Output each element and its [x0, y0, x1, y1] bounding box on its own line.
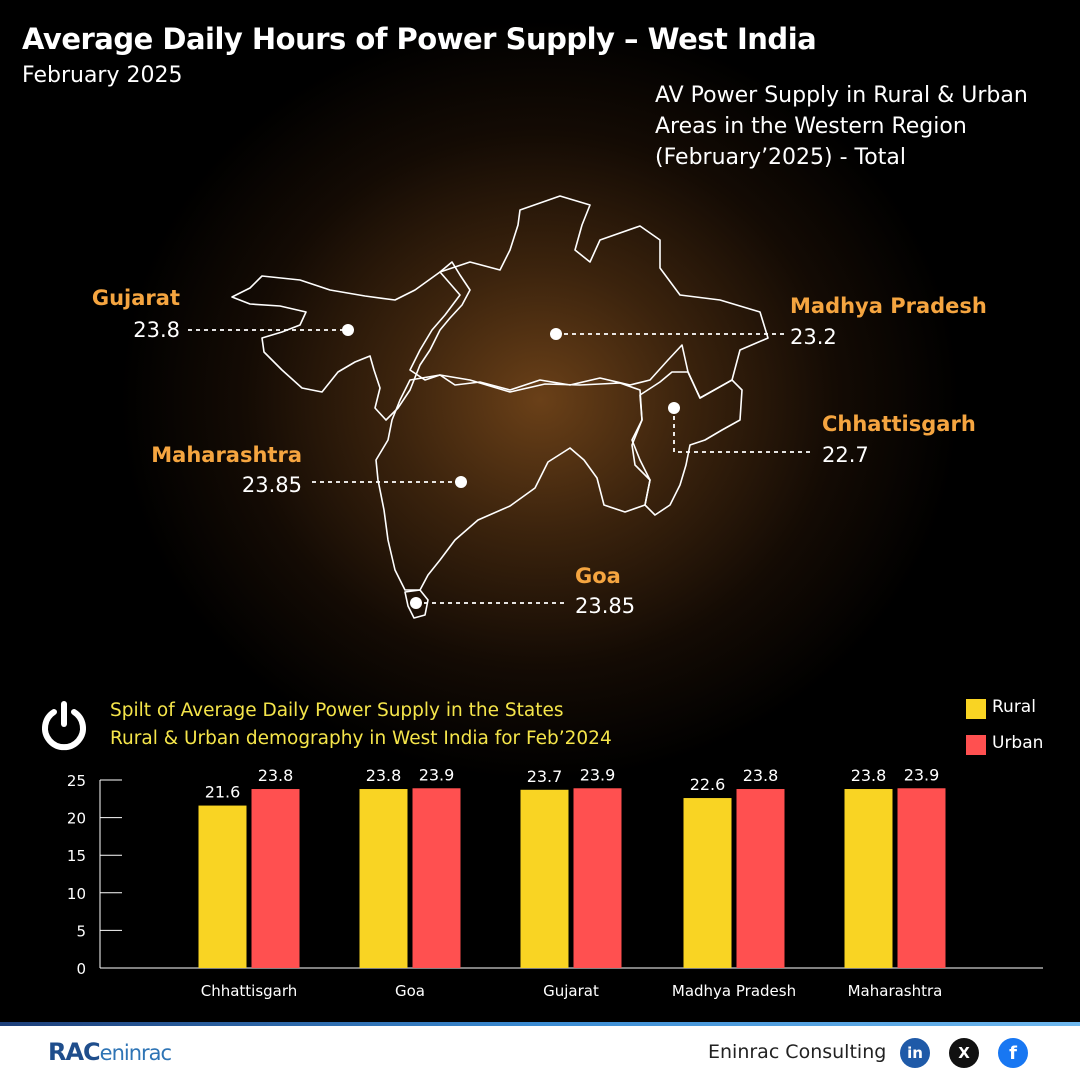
map-caption: AV Power Supply in Rural & Urban Areas i… [655, 80, 1065, 173]
goa-label: Goa [575, 564, 621, 588]
west-india-map [188, 195, 812, 619]
bar-rural-madhya-pradesh [683, 798, 732, 968]
chhattisgarh-label: Chhattisgarh [822, 412, 976, 436]
x-tick-label: Chhattisgarh [201, 982, 298, 1000]
data-label: 23.9 [580, 765, 616, 784]
gujarat-marker [342, 324, 354, 336]
legend-swatch-urban [966, 735, 986, 755]
bar-chart: 0 5 10 15 20 25 21.6 23.8 Chhattisgarh 23.8 23.9 Go… [67, 765, 1043, 1000]
eninrac-logo: RACeninrac [48, 1038, 172, 1066]
page-title: Average Daily Hours of Power Supply – We… [22, 22, 817, 56]
legend-label-urban: Urban [992, 733, 1044, 753]
page-subtitle: February 2025 [22, 63, 183, 88]
legend-swatch-rural [966, 699, 986, 719]
chhattisgarh-marker [668, 402, 680, 414]
bar-urban-gujarat [573, 788, 622, 968]
goa-outline [404, 589, 429, 619]
y-tick-label: 10 [67, 885, 86, 903]
brand-name: Eninrac Consulting [708, 1041, 887, 1063]
data-label: 23.8 [743, 766, 779, 785]
madhya-pradesh-label: Madhya Pradesh [790, 294, 987, 318]
chart-caption-line: Spilt of Average Daily Power Supply in t… [110, 700, 564, 721]
chhattisgarh-value: 22.7 [822, 443, 869, 467]
maharashtra-marker [455, 476, 467, 488]
linkedin-icon[interactable]: in [900, 1038, 930, 1068]
y-tick-label: 15 [67, 847, 86, 865]
y-tick-label: 20 [67, 810, 86, 828]
x-tick-label: Goa [395, 982, 425, 1000]
data-label: 23.8 [851, 766, 887, 785]
x-tick-label: Maharashtra [848, 982, 943, 1000]
x-tick-label: Madhya Pradesh [672, 982, 796, 1000]
data-label: 23.8 [258, 766, 294, 785]
logo-main: RAC [48, 1038, 101, 1066]
madhya-pradesh-value: 23.2 [790, 325, 837, 349]
power-icon [42, 701, 86, 751]
map-caption-line: Areas in the Western Region [655, 114, 967, 139]
footer: RACeninrac Eninrac Consulting in X f [0, 1026, 1080, 1080]
data-label: 23.8 [366, 766, 402, 785]
maharashtra-label: Maharashtra [151, 443, 302, 467]
bar-urban-goa [412, 788, 461, 968]
goa-value: 23.85 [575, 594, 636, 618]
bar-rural-gujarat [520, 789, 569, 968]
y-tick-label: 0 [76, 960, 86, 978]
chhattisgarh-leader-line [673, 408, 812, 453]
gujarat-label: Gujarat [91, 286, 180, 310]
y-tick-label: 5 [76, 922, 86, 940]
data-label: 23.9 [419, 765, 455, 784]
data-label: 22.6 [690, 775, 726, 794]
x-twitter-icon[interactable]: X [949, 1038, 979, 1068]
bar-rural-chhattisgarh [198, 805, 247, 968]
data-label: 21.6 [205, 783, 241, 802]
gujarat-value: 23.8 [133, 318, 180, 342]
gujarat-outline [231, 261, 471, 421]
logo-sub: eninrac [99, 1041, 172, 1065]
madhya-pradesh-outline [409, 195, 769, 399]
y-tick-label: 25 [67, 772, 86, 790]
maharashtra-outline [375, 374, 651, 591]
map-caption-line: AV Power Supply in Rural & Urban [655, 83, 1028, 108]
bar-urban-maharashtra [897, 788, 946, 968]
chart-caption: Spilt of Average Daily Power Supply in t… [110, 697, 612, 753]
data-label: 23.9 [904, 765, 940, 784]
bar-urban-madhya-pradesh [736, 789, 785, 968]
data-label: 23.7 [527, 767, 563, 786]
map-caption-line: (February’2025) - Total [655, 145, 906, 170]
bar-rural-goa [359, 789, 408, 968]
footer-accent-bar [0, 1022, 1080, 1026]
goa-marker [410, 597, 422, 609]
madhya-pradesh-marker [550, 328, 562, 340]
x-tick-label: Gujarat [543, 982, 599, 1000]
chart-caption-line: Rural & Urban demography in West India f… [110, 728, 612, 749]
maharashtra-value: 23.85 [241, 473, 302, 497]
facebook-icon[interactable]: f [998, 1038, 1028, 1068]
bar-urban-chhattisgarh [251, 789, 300, 968]
chhattisgarh-outline [631, 371, 743, 516]
legend-label-rural: Rural [992, 697, 1036, 717]
bar-rural-maharashtra [844, 789, 893, 968]
